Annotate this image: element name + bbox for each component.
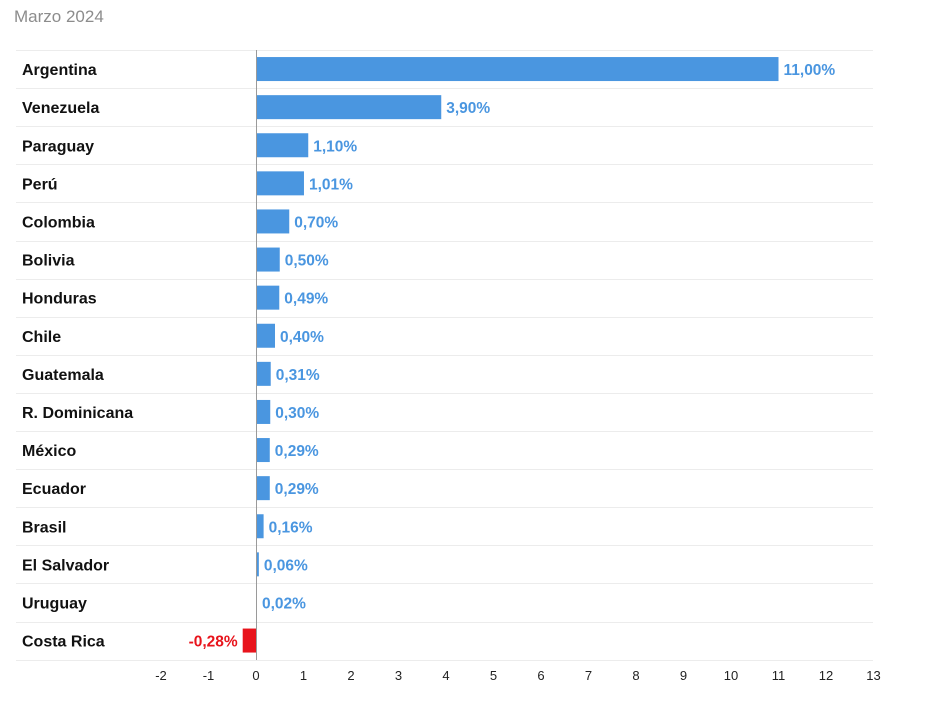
value-label: 1,10%: [313, 138, 357, 155]
value-label: 0,40%: [280, 329, 324, 346]
x-tick-label: 4: [442, 668, 449, 683]
category-label: Bolivia: [22, 253, 75, 270]
x-tick-label: 10: [724, 668, 738, 683]
category-label: Paraguay: [22, 138, 94, 155]
x-tick-label: 0: [252, 668, 259, 683]
value-label: 0,29%: [275, 443, 319, 460]
labels: Argentina 11,00% Venezuela 3,90% Paraguay 1,1…: [22, 62, 836, 651]
bar: [256, 133, 309, 158]
category-label: Uruguay: [22, 595, 87, 612]
value-label: 3,90%: [446, 100, 490, 117]
x-tick-label: 6: [537, 668, 544, 683]
x-axis-ticks: -2 -1 0 1 2 3 4 5 6 7 8 9 10 11 12 13: [155, 668, 881, 683]
bar: [256, 209, 290, 234]
category-label: Colombia: [22, 214, 95, 231]
x-tick-label: 9: [680, 668, 687, 683]
x-tick-label: -2: [155, 668, 167, 683]
value-label: 0,02%: [262, 595, 306, 612]
value-label: 0,49%: [284, 291, 328, 308]
value-label: 0,16%: [269, 519, 313, 536]
category-label: El Salvador: [22, 557, 109, 574]
value-label: -0,28%: [189, 634, 238, 651]
value-label: 11,00%: [784, 62, 836, 79]
bar: [256, 285, 280, 310]
category-label: Venezuela: [22, 100, 99, 117]
category-label: Argentina: [22, 62, 97, 79]
value-label: 0,29%: [275, 481, 319, 498]
x-tick-label: 13: [866, 668, 880, 683]
bar: [256, 361, 271, 386]
bar: [256, 438, 270, 463]
x-tick-label: -1: [203, 668, 215, 683]
x-tick-label: 12: [819, 668, 833, 683]
x-tick-label: 7: [585, 668, 592, 683]
bar: [256, 399, 271, 424]
bars: [242, 57, 779, 653]
grid-lines: [16, 50, 873, 661]
bar: [256, 57, 779, 82]
x-tick-label: 11: [772, 668, 786, 683]
x-tick-label: 1: [300, 668, 307, 683]
x-tick-label: 3: [395, 668, 402, 683]
value-label: 0,30%: [275, 405, 319, 422]
chart-subtitle: Marzo 2024: [14, 7, 104, 26]
value-label: 0,50%: [285, 253, 329, 270]
category-label: Honduras: [22, 291, 97, 308]
value-label: 1,01%: [309, 176, 353, 193]
x-tick-label: 8: [632, 668, 639, 683]
category-label: R. Dominicana: [22, 405, 133, 422]
value-label: 0,70%: [294, 214, 338, 231]
bar: [256, 323, 275, 348]
x-tick-label: 5: [490, 668, 497, 683]
value-label: 0,31%: [276, 367, 320, 384]
value-label: 0,06%: [264, 557, 308, 574]
category-label: Guatemala: [22, 367, 104, 384]
bar: [256, 476, 270, 501]
bar: [256, 171, 304, 196]
bar: [256, 514, 264, 539]
category-label: Brasil: [22, 519, 66, 536]
category-label: Perú: [22, 176, 58, 193]
category-label: Costa Rica: [22, 634, 105, 651]
bar: [242, 628, 256, 653]
category-label: Chile: [22, 329, 61, 346]
bar: [256, 552, 259, 577]
category-label: Ecuador: [22, 481, 86, 498]
bar: [256, 247, 280, 272]
category-label: México: [22, 443, 76, 460]
x-tick-label: 2: [347, 668, 354, 683]
bar: [256, 95, 442, 120]
